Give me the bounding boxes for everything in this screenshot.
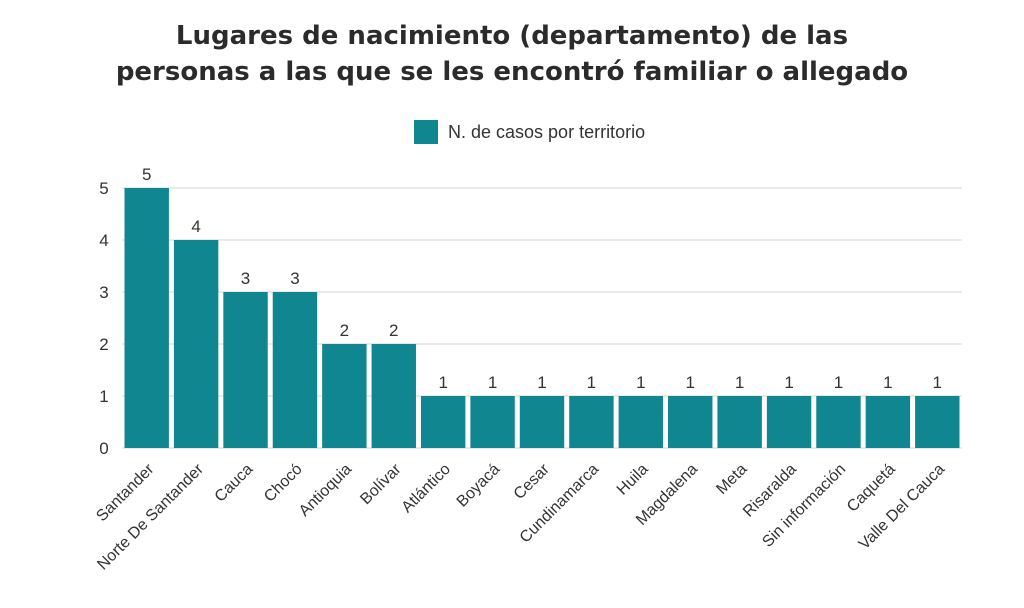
data-label: 1 (686, 373, 695, 392)
bar-8 (470, 396, 515, 448)
chart-title: Lugares de nacimiento (departamento) de … (0, 18, 1024, 90)
bar-10 (569, 396, 614, 448)
data-label: 4 (191, 217, 200, 236)
data-label: 1 (883, 373, 892, 392)
y-tick-label: 0 (99, 439, 108, 458)
y-tick-label: 3 (99, 283, 108, 302)
x-tick-label: Cauca (212, 461, 257, 506)
legend: N. de casos por territorio (414, 120, 645, 144)
bar-6 (371, 344, 416, 448)
data-label: 1 (636, 373, 645, 392)
bar-2 (173, 240, 219, 448)
bar-17 (915, 396, 960, 448)
bar-7 (420, 396, 466, 448)
data-label: 1 (933, 373, 942, 392)
bar-14 (766, 396, 812, 448)
legend-swatch (414, 120, 438, 144)
bar-16 (865, 396, 911, 448)
bar-3 (223, 292, 268, 448)
data-label: 1 (537, 373, 546, 392)
x-tick-label: Atlántico (399, 461, 454, 516)
data-label: 1 (438, 373, 447, 392)
x-tick-label: Huila (614, 461, 652, 499)
x-tick-label: Antioquia (296, 461, 355, 520)
data-label: 1 (587, 373, 596, 392)
data-label: 3 (241, 269, 250, 288)
data-label: 5 (142, 165, 151, 184)
bar-13 (717, 396, 762, 448)
data-label: 3 (290, 269, 299, 288)
data-label: 2 (389, 321, 398, 340)
x-tick-label: Cesar (511, 460, 554, 503)
chart-title-line-1: Lugares de nacimiento (departamento) de … (175, 21, 849, 51)
bar-5 (322, 344, 367, 448)
x-tick-label: Chocó (261, 461, 306, 506)
x-tick-label: Meta (713, 461, 750, 498)
bar-9 (519, 396, 565, 448)
y-tick-label: 4 (99, 231, 108, 250)
x-tick-label: Valle Del Cauca (856, 461, 948, 553)
y-tick-label: 1 (99, 387, 108, 406)
bar-1 (124, 188, 169, 448)
bar-15 (816, 396, 861, 448)
bar-12 (668, 396, 713, 448)
data-label: 1 (834, 373, 843, 392)
bar-4 (272, 292, 318, 448)
x-tick-label: Bolívar (357, 460, 405, 508)
y-tick-label: 5 (99, 179, 108, 198)
x-tick-label: Sin información (759, 461, 849, 551)
bar-11 (618, 396, 664, 448)
data-label: 1 (488, 373, 497, 392)
data-label: 1 (735, 373, 744, 392)
legend-label: N. de casos por territorio (448, 121, 646, 142)
data-label: 2 (340, 321, 349, 340)
y-tick-label: 2 (99, 335, 108, 354)
chart-title-line-2: personas a las que se les encontró famil… (115, 57, 909, 87)
data-label: 1 (784, 373, 793, 392)
x-tick-label: Boyacá (454, 461, 504, 511)
